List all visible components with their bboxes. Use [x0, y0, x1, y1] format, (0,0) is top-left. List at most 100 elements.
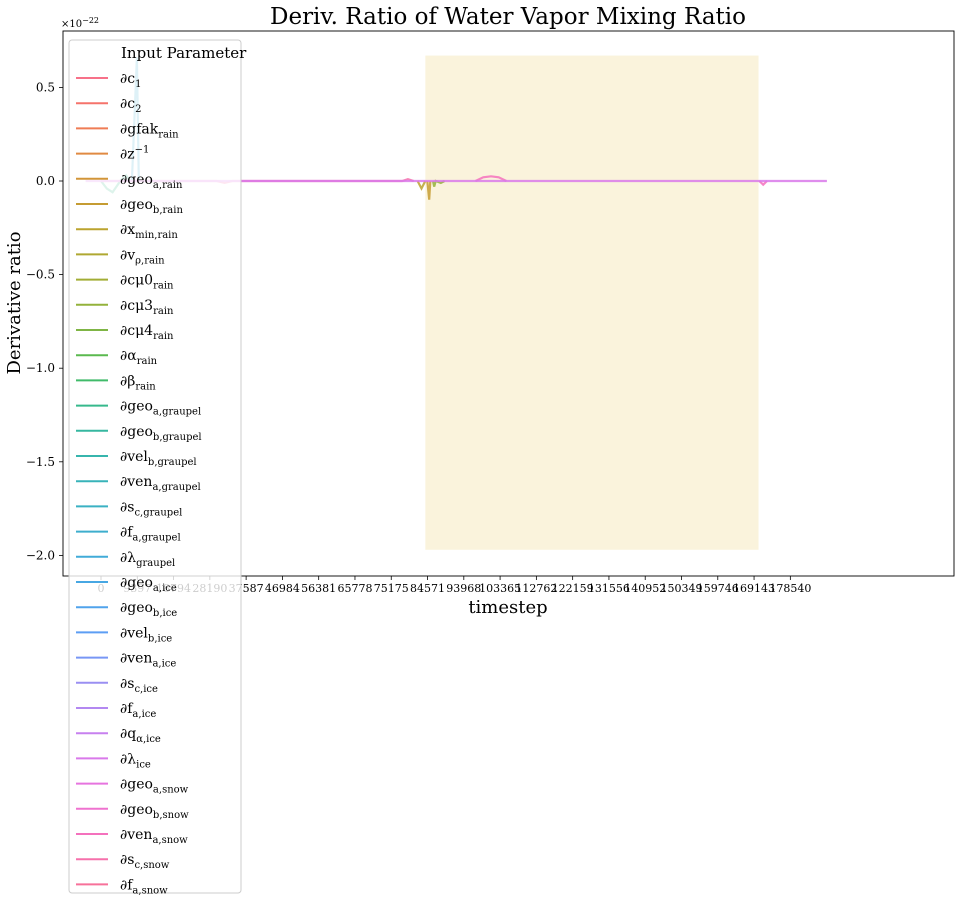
legend-label: ∂vena,ice	[120, 651, 176, 670]
x-tick-label: 65778	[337, 582, 372, 595]
legend-label: ∂geob,snow	[120, 802, 189, 821]
x-tick-label: 112762	[515, 582, 557, 595]
legend-item: ∂vρ,rain	[76, 247, 165, 266]
legend-label: ∂velb,ice	[120, 625, 172, 644]
legend-item: ∂geoa,graupel	[76, 399, 201, 418]
legend-item: ∂vena,ice	[76, 651, 176, 670]
legend-item: ∂geoa,rain	[76, 172, 183, 191]
legend-item: ∂velb,graupel	[76, 449, 197, 468]
legend-label: ∂c1	[120, 71, 141, 90]
legend-item: ∂vena,graupel	[76, 474, 201, 493]
legend-item: ∂βrain	[76, 373, 156, 392]
legend-item: ∂cμ4rain	[76, 323, 174, 342]
legend-item: ∂qα,ice	[76, 726, 161, 745]
series-trace	[758, 180, 768, 187]
legend-item: ∂αrain	[76, 348, 158, 367]
legend-item: ∂sc,graupel	[76, 499, 182, 518]
y-tick-label: 0.0	[36, 174, 55, 188]
legend-item: ∂geoa,snow	[76, 777, 189, 796]
legend-label: ∂αrain	[120, 348, 158, 367]
legend-frame	[68, 39, 242, 894]
legend-label: ∂gfakrain	[120, 121, 179, 140]
legend-label: ∂fa,ice	[120, 701, 156, 720]
legend-label: ∂fa,graupel	[120, 525, 181, 544]
y-tick-label: −1.5	[26, 455, 55, 469]
legend-item: ∂fa,graupel	[76, 525, 181, 544]
legend-label: ∂geob,rain	[120, 197, 183, 216]
legend-item: ∂geob,ice	[76, 600, 177, 619]
legend-label: ∂βrain	[120, 373, 156, 392]
plot-area	[62, 30, 955, 577]
legend-label: ∂geoa,ice	[120, 575, 177, 594]
legend-item: ∂fa,ice	[76, 701, 156, 720]
legend-item: ∂λice	[76, 751, 151, 770]
x-tick-label: 150349	[660, 582, 702, 595]
legend-label: ∂geob,graupel	[120, 424, 202, 443]
legend-item: ∂velb,ice	[76, 625, 172, 644]
x-tick-label: 122159	[552, 582, 594, 595]
legend-label: ∂c2	[120, 96, 141, 115]
legend: Input Parameter ∂c1 ∂c2 ∂gfakrain ∂z−1 ∂geoa…	[68, 39, 247, 896]
x-tick-label: 169143	[733, 582, 775, 595]
y-axis: 0.5 0.0 −0.5 −1.0 −1.5 −2.0	[26, 80, 63, 562]
legend-label: ∂cμ4rain	[120, 323, 174, 342]
legend-label: ∂geoa,snow	[120, 777, 189, 796]
legend-item: ∂sc,snow	[76, 852, 170, 871]
legend-label: ∂cμ3rain	[120, 298, 174, 317]
legend-label: ∂vena,snow	[120, 827, 188, 846]
legend-label: ∂λice	[120, 751, 151, 770]
legend-item: ∂geob,graupel	[76, 424, 202, 443]
legend-label: ∂velb,graupel	[120, 449, 197, 468]
legend-item: ∂geob,rain	[76, 197, 183, 216]
y-tick-label: −1.0	[26, 361, 55, 375]
x-tick-label: 75175	[374, 582, 409, 595]
x-tick-label: 103365	[479, 582, 521, 595]
legend-label: ∂λgraupel	[120, 550, 175, 569]
x-axis-label: timestep	[468, 597, 547, 618]
legend-item: ∂geoa,ice	[76, 575, 177, 594]
y-tick-label: 0.5	[36, 80, 55, 94]
legend-item: ∂xmin,rain	[76, 222, 178, 241]
series-trace	[416, 180, 427, 191]
legend-title: Input Parameter	[121, 44, 247, 62]
legend-label: ∂cμ0rain	[120, 273, 174, 292]
legend-item: ∂λgraupel	[76, 550, 175, 569]
legend-item: ∂cμ3rain	[76, 298, 174, 317]
x-tick-label: 178540	[769, 582, 811, 595]
legend-item: ∂gfakrain	[76, 121, 179, 140]
legend-label: ∂sc,ice	[120, 676, 158, 695]
legend-item: ∂sc,ice	[76, 676, 158, 695]
x-tick-label: 46984	[265, 582, 300, 595]
y-tick-label: −0.5	[26, 268, 55, 282]
x-tick-label: 93968	[446, 582, 481, 595]
legend-item: ∂fa,snow	[76, 877, 168, 896]
legend-item: ∂c1	[76, 71, 141, 90]
legend-label: ∂geoa,graupel	[120, 399, 201, 418]
legend-item: ∂geob,snow	[76, 802, 189, 821]
legend-label: ∂fa,snow	[120, 877, 168, 896]
highlight-region	[425, 55, 759, 550]
x-tick-label: 131556	[588, 582, 630, 595]
legend-label: ∂geoa,rain	[120, 172, 183, 191]
legend-label: ∂vena,graupel	[120, 474, 201, 493]
legend-item: ∂z−1	[76, 145, 149, 163]
y-tick-label: −2.0	[26, 548, 55, 562]
x-tick-label: 84571	[410, 582, 445, 595]
y-axis-label: Derivative ratio	[4, 231, 25, 374]
legend-label: ∂geob,ice	[120, 600, 177, 619]
legend-item: ∂vena,snow	[76, 827, 188, 846]
legend-label: ∂sc,graupel	[120, 499, 182, 518]
legend-label: ∂z−1	[120, 145, 149, 163]
legend-item: ∂c2	[76, 96, 141, 115]
legend-label: ∂qα,ice	[120, 726, 161, 745]
legend-label: ∂xmin,rain	[120, 222, 178, 241]
legend-item: ∂cμ0rain	[76, 273, 174, 292]
series-trace	[475, 175, 507, 182]
x-tick-label: 140952	[624, 582, 666, 595]
x-tick-label: 159746	[697, 582, 739, 595]
chart-title: Deriv. Ratio of Water Vapor Mixing Ratio	[270, 4, 746, 30]
x-tick-label: 56381	[301, 582, 336, 595]
legend-label: ∂vρ,rain	[120, 247, 165, 266]
legend-label: ∂sc,snow	[120, 852, 170, 871]
